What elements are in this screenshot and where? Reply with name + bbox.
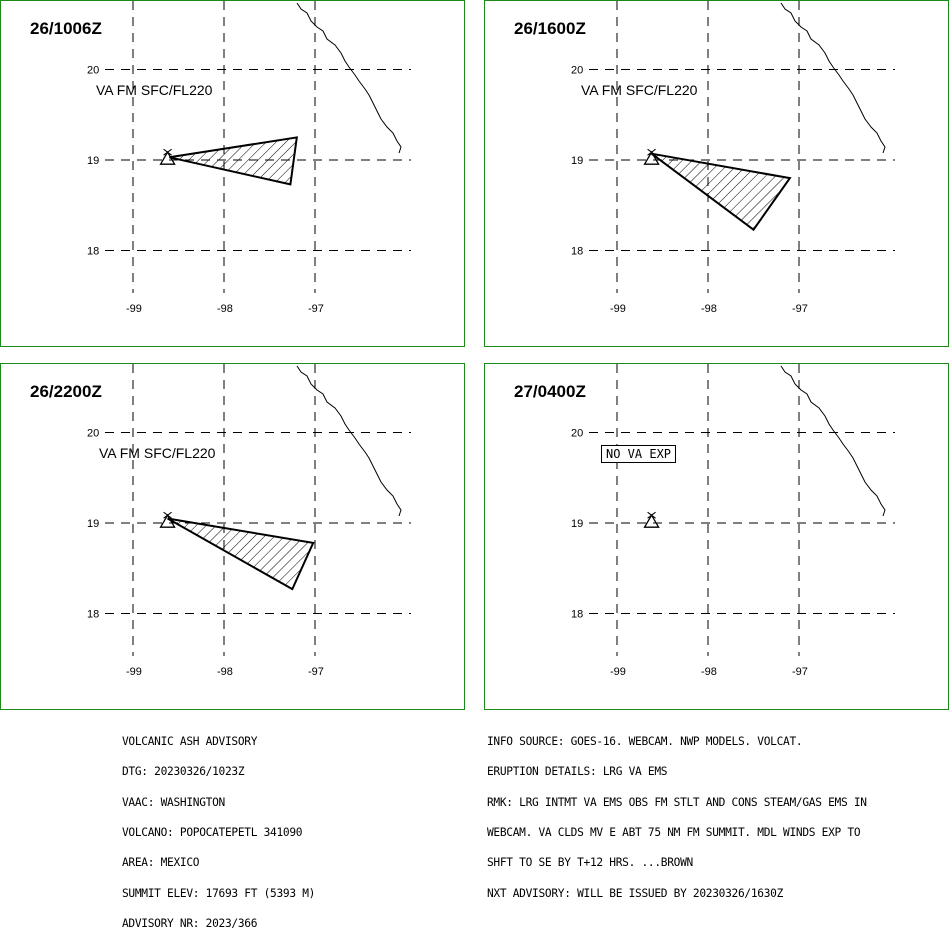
advisory-line: ERUPTION DETAILS: LRG VA EMS <box>487 765 668 779</box>
latitude-tick-label: 18 <box>87 246 99 258</box>
ash-cloud-polygon <box>167 517 315 591</box>
latitude-tick-label: 19 <box>571 155 583 167</box>
advisory-line: VOLCANIC ASH ADVISORY <box>122 735 258 749</box>
latitude-tick-label: 19 <box>571 518 583 530</box>
longitude-tick-label: -98 <box>701 666 717 678</box>
map-panel-2: -99 -98 -97 20 19 18 26/1600Z VA FM SFC/FL220 <box>484 0 949 347</box>
map-canvas: -99 -98 -97 20 19 18 <box>571 364 895 678</box>
map-panel-4: -99 -98 -97 20 19 18 27/0400Z NO VA EXP <box>484 363 949 710</box>
ash-cloud-polygon <box>169 136 298 186</box>
advisory-line: RMK: LRG INTMT VA EMS OBS FM STLT AND CO… <box>487 795 867 809</box>
ash-cloud-label: VA FM SFC/FL220 <box>99 445 216 461</box>
coastline <box>780 365 886 517</box>
advisory-line: AREA: MEXICO <box>122 856 200 870</box>
latitude-tick-label: 18 <box>571 246 583 258</box>
latitude-tick-label: 20 <box>571 65 583 77</box>
longitude-tick-label: -99 <box>610 303 626 315</box>
latitude-tick-label: 20 <box>87 428 99 440</box>
ash-cloud-label: VA FM SFC/FL220 <box>581 82 698 98</box>
advisory-details-block: INFO SOURCE: GOES-16. WEBCAM. NWP MODELS… <box>487 717 867 909</box>
advisory-line: NXT ADVISORY: WILL BE ISSUED BY 20230326… <box>487 886 784 900</box>
coastline <box>780 2 886 154</box>
advisory-line: INFO SOURCE: GOES-16. WEBCAM. NWP MODELS… <box>487 735 803 749</box>
advisory-line: DTG: 20230326/1023Z <box>122 765 245 779</box>
longitude-tick-label: -97 <box>792 303 808 315</box>
longitude-tick-label: -97 <box>308 666 324 678</box>
panel-title: 26/2200Z <box>30 382 102 401</box>
volcano-icon <box>159 511 176 528</box>
map-canvas: -99 -98 -97 20 19 18 <box>87 364 411 678</box>
no-va-expected-box: NO VA EXP <box>601 445 677 463</box>
latitude-tick-label: 18 <box>87 609 99 621</box>
advisory-line: VAAC: WASHINGTON <box>122 795 225 809</box>
longitude-tick-label: -97 <box>792 666 808 678</box>
latitude-tick-label: 20 <box>571 428 583 440</box>
map-canvas: -99 -98 -97 20 19 18 <box>87 1 411 315</box>
advisory-line: ADVISORY NR: 2023/366 <box>122 916 258 930</box>
advisory-line: WEBCAM. VA CLDS MV E ABT 75 NM FM SUMMIT… <box>487 826 861 840</box>
volcano-icon <box>643 148 660 165</box>
panel-title: 27/0400Z <box>514 382 586 401</box>
longitude-tick-label: -99 <box>126 666 142 678</box>
coastline <box>296 365 402 517</box>
ash-cloud-label: VA FM SFC/FL220 <box>96 82 213 98</box>
ash-cloud-polygon <box>651 152 792 232</box>
longitude-tick-label: -97 <box>308 303 324 315</box>
longitude-tick-label: -99 <box>126 303 142 315</box>
advisory-line: VOLCANO: POPOCATEPETL 341090 <box>122 826 303 840</box>
advisory-header-block: VOLCANIC ASH ADVISORY DTG: 20230326/1023… <box>122 717 315 939</box>
longitude-tick-label: -98 <box>217 303 233 315</box>
advisory-line: SHFT TO SE BY T+12 HRS. ...BROWN <box>487 856 693 870</box>
volcano-icon <box>159 148 176 165</box>
longitude-tick-label: -98 <box>217 666 233 678</box>
latitude-tick-label: 19 <box>87 518 99 530</box>
latitude-tick-label: 20 <box>87 65 99 77</box>
panel-title: 26/1006Z <box>30 19 102 38</box>
longitude-tick-label: -98 <box>701 303 717 315</box>
latitude-tick-label: 19 <box>87 155 99 167</box>
longitude-tick-label: -99 <box>610 666 626 678</box>
coastline <box>296 2 402 154</box>
panel-title: 26/1600Z <box>514 19 586 38</box>
map-panel-1: -99 -98 -97 20 19 18 26/1006Z VA FM SFC/FL220 <box>0 0 465 347</box>
latitude-tick-label: 18 <box>571 609 583 621</box>
advisory-line: SUMMIT ELEV: 17693 FT (5393 M) <box>122 886 316 900</box>
volcano-icon <box>643 511 660 528</box>
map-canvas: -99 -98 -97 20 19 18 <box>571 1 895 315</box>
map-panel-3: -99 -98 -97 20 19 18 26/2200Z VA FM SFC/FL220 <box>0 363 465 710</box>
